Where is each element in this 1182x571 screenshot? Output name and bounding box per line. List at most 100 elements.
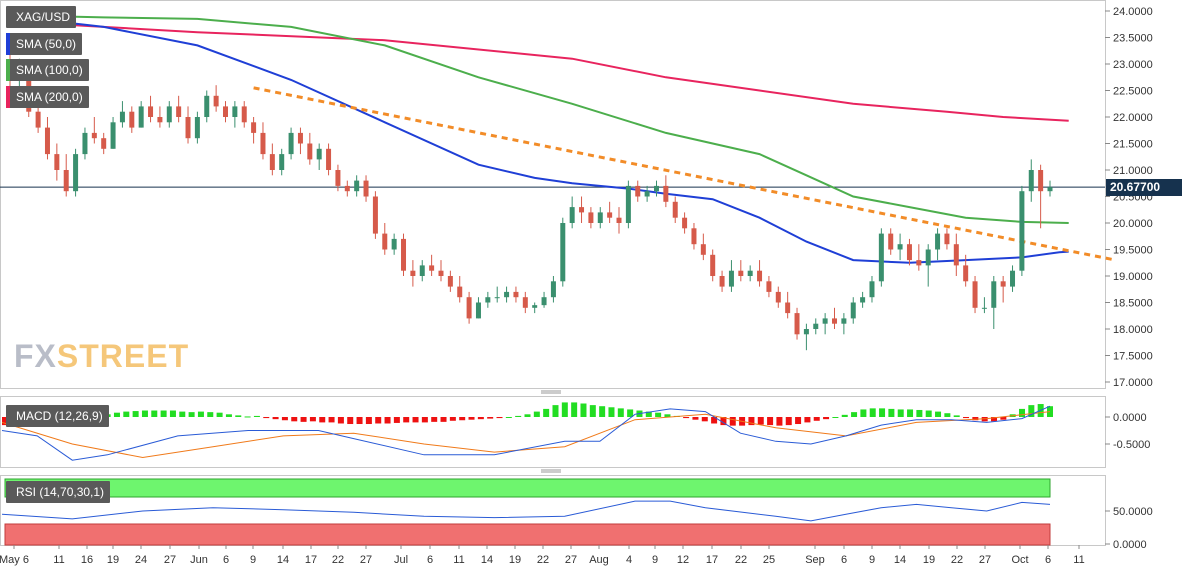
candle-body [775, 291, 781, 303]
date-axis-tick-label: 17 [706, 554, 718, 566]
date-axis-tick-label: 22 [735, 554, 747, 566]
price-axis-tick-label: 22.0000 [1113, 112, 1153, 124]
macd-histogram-bar [412, 417, 419, 423]
macd-histogram-bar [1000, 417, 1007, 420]
macd-histogram-bar [804, 417, 811, 423]
macd-histogram-bar [729, 417, 736, 426]
sma50-label[interactable]: SMA (50,0) [6, 33, 83, 55]
candle-body [119, 111, 125, 123]
candle-body [644, 191, 650, 197]
candle-body [457, 286, 463, 298]
sma50-path [9, 15, 1069, 264]
macd-histogram-bar [897, 409, 904, 417]
macd-histogram-bar [860, 409, 867, 417]
macd-histogram-bar [309, 417, 316, 422]
date-axis-tick-label: 11 [1073, 554, 1084, 566]
date-axis-tick-label: 27 [360, 554, 372, 566]
candle-body [785, 302, 791, 314]
date-axis-tick-label: 4 [626, 554, 632, 566]
price-axis-tick-label: 24.0000 [1113, 6, 1153, 18]
candle-body [972, 281, 978, 308]
price-axis-tick-label: 17.0000 [1113, 377, 1153, 389]
macd-histogram-bar [561, 402, 568, 417]
candle-body [653, 185, 659, 192]
candle-body [522, 297, 528, 308]
candle-body [157, 117, 163, 123]
macd-axis-tick-label: -0.5000 [1113, 439, 1150, 451]
last-price-tag: 20.67700 [1106, 179, 1182, 196]
candle-body [316, 148, 322, 160]
symbol-label[interactable]: XAG/USD [6, 6, 77, 28]
candle-body [241, 106, 247, 123]
candle-body [513, 291, 519, 298]
candle-body [963, 265, 969, 282]
price-axis-tick-label: 21.0000 [1113, 165, 1153, 177]
date-axis-tick-label: 16 [81, 554, 93, 566]
rsi-axis-tick-label: 50.0000 [1113, 506, 1153, 518]
candle-body [991, 281, 997, 308]
macd-histogram-bar [944, 413, 951, 417]
watermark-street: STREET [56, 338, 190, 374]
candle-body [803, 329, 809, 335]
candle-body [44, 127, 50, 155]
candle-body [597, 212, 603, 223]
macd-histogram-bar [608, 407, 615, 417]
sma200-label[interactable]: SMA (200,0) [6, 86, 89, 108]
macd-histogram-bar [617, 408, 624, 417]
date-axis-tick-label: 6 [1045, 554, 1051, 566]
macd-histogram-bar [599, 406, 606, 417]
macd-label[interactable]: MACD (12,26,9) [6, 405, 109, 427]
macd-histogram-bar [263, 417, 270, 419]
candle-body [925, 249, 931, 266]
macd-histogram-bar [813, 417, 820, 421]
candle-body [700, 244, 706, 255]
fxstreet-watermark: FXSTREET [14, 338, 189, 375]
macd-histogram-bar [431, 417, 438, 422]
macd-histogram-bar [141, 410, 148, 417]
date-axis-tick-label: May 6 [0, 554, 29, 566]
candle-body [560, 223, 566, 282]
rsi-panel [1, 478, 1051, 546]
macd-histogram-bar [972, 417, 979, 421]
candle-body [588, 212, 594, 223]
sma100-label[interactable]: SMA (100,0) [6, 59, 89, 81]
macd-histogram-bar [851, 412, 858, 417]
date-axis-tick-label: 9 [652, 554, 658, 566]
sma50-line [9, 15, 1069, 264]
candle-body [419, 265, 425, 276]
price-axis-tick-label: 17.5000 [1113, 351, 1153, 363]
candle-body [213, 95, 219, 107]
macd-histogram-bar [281, 417, 288, 421]
candle-body [944, 233, 950, 245]
date-axis-tick-label: Jun [190, 554, 208, 566]
candle-body [832, 318, 838, 324]
candles [7, 53, 1053, 351]
candle-body [672, 201, 678, 218]
macd-histogram-bar [375, 417, 382, 424]
candle-body [176, 106, 182, 117]
candle-body [728, 270, 734, 287]
macd-histogram-bar [496, 417, 503, 419]
macd-histogram-bar [179, 411, 186, 417]
candle-body [860, 297, 866, 303]
macd-histogram-bar [132, 411, 139, 417]
macd-histogram-bar [123, 411, 130, 417]
macd-histogram-bar [225, 414, 232, 417]
macd-histogram-bar [785, 417, 792, 426]
date-axis-tick-label: 25 [763, 554, 775, 566]
candle-body [485, 297, 491, 303]
macd-histogram-bar [711, 417, 718, 424]
candle-body [326, 148, 332, 170]
date-axis-tick-label: 6 [841, 554, 847, 566]
candle-body [841, 318, 847, 324]
candle-body [935, 233, 941, 250]
candle-body [63, 170, 69, 192]
macd-histogram-bar [748, 417, 755, 426]
macd-histogram-bar [571, 402, 578, 417]
sma100-line [9, 14, 1069, 224]
macd-histogram-bar [347, 417, 354, 425]
date-axis-tick-label: 19 [509, 554, 521, 566]
candle-body [101, 138, 107, 149]
rsi-label[interactable]: RSI (14,70,30,1) [6, 481, 111, 503]
macd-histogram-bar [701, 417, 708, 422]
